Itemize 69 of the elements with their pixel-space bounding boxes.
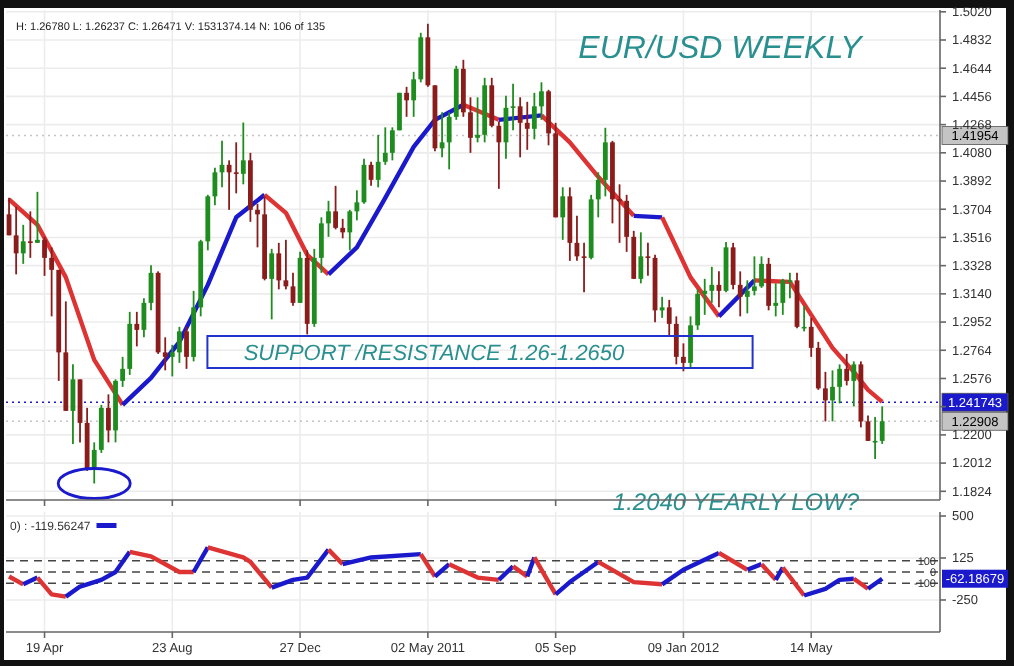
- candlestick: [404, 85, 409, 118]
- candlestick: [255, 202, 260, 249]
- candlestick: [851, 360, 857, 408]
- candlestick: [475, 96, 480, 144]
- candlestick: [20, 223, 26, 265]
- candlestick: [517, 96, 523, 159]
- candlestick: [645, 241, 651, 277]
- line-series: [752, 278, 885, 405]
- candlestick: [42, 235, 47, 277]
- candlestick: [539, 81, 544, 121]
- candlestick: [283, 238, 289, 291]
- candlestick: [326, 199, 331, 238]
- candlestick: [602, 126, 608, 198]
- candlestick: [546, 88, 551, 147]
- candlestick: [560, 186, 566, 241]
- candlestick: [659, 295, 665, 319]
- candlestick: [347, 208, 353, 252]
- candlestick: [823, 370, 828, 423]
- candlestick: [581, 241, 587, 294]
- line-series: [205, 545, 274, 590]
- candlestick: [688, 315, 693, 369]
- candlestick: [638, 231, 644, 285]
- candlestick: [460, 58, 466, 118]
- candlestick: [695, 288, 701, 331]
- line-series: [269, 547, 331, 590]
- candlestick: [673, 315, 679, 366]
- line-series: [539, 113, 636, 219]
- candlestick: [340, 217, 346, 240]
- candlestick: [773, 282, 779, 318]
- annotation: SUPPORT /RESISTANCE 1.26-1.2650: [243, 342, 627, 366]
- candlestick: [269, 247, 275, 321]
- line-series: [6, 197, 125, 408]
- candlestick: [567, 186, 573, 262]
- candlestick: [681, 342, 686, 373]
- candlestick: [177, 325, 182, 364]
- candlestick: [240, 121, 246, 186]
- candlestick: [844, 352, 850, 387]
- candlestick: [468, 96, 473, 154]
- candlestick: [106, 393, 111, 444]
- candlestick: [13, 205, 19, 276]
- line-series: [63, 549, 132, 599]
- candlestick: [787, 271, 793, 300]
- candlestick: [879, 405, 885, 445]
- candlestick: [27, 210, 33, 259]
- candlestick: [830, 369, 835, 423]
- candlestick: [780, 277, 786, 316]
- candlestick: [837, 363, 842, 405]
- candlestick: [510, 82, 516, 132]
- candlestick: [276, 241, 282, 291]
- candlestick: [759, 255, 764, 289]
- candlestick: [333, 184, 338, 231]
- candlestick: [134, 310, 140, 348]
- candlestick: [524, 100, 530, 151]
- candlestick: [84, 406, 90, 472]
- candlestick: [375, 133, 381, 189]
- line-series: [801, 576, 856, 598]
- candlestick: [531, 91, 537, 141]
- candlestick: [184, 325, 189, 370]
- candlestick: [744, 279, 750, 315]
- candlestick: [35, 190, 40, 244]
- candlestick: [169, 343, 175, 378]
- line-series: [262, 192, 331, 277]
- candlestick: [766, 256, 772, 312]
- candlestick: [389, 126, 395, 162]
- candlestick: [233, 141, 239, 195]
- candlestick: [617, 183, 622, 244]
- text: EUR/USD WEEKLY: [578, 32, 865, 66]
- annotation: 1.2040 YEARLY LOW?: [612, 488, 860, 516]
- candlestick: [752, 255, 757, 297]
